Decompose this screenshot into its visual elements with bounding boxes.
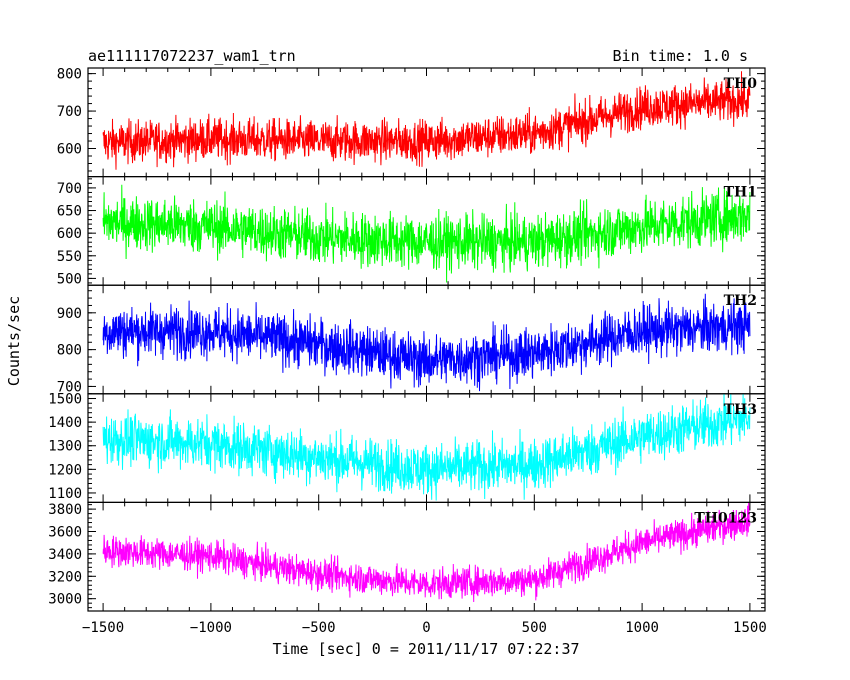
y-tick-label: 650	[57, 204, 82, 220]
series-line-th0	[102, 71, 751, 170]
panel-th1: 500 550 600 650 700 TH1	[57, 176, 766, 287]
panels-group: 600 700 800 TH0 500 550 600 650 700 TH1 700 800 900 T…	[48, 67, 766, 636]
y-tick-label: 600	[57, 226, 82, 242]
y-tick-label: 800	[57, 343, 82, 359]
y-tick-label: 3000	[48, 592, 82, 608]
panel-th3: 1100 1200 1300 1400 1500 TH3	[48, 392, 766, 503]
y-tick-label: 700	[57, 379, 82, 395]
panel-th2: 700 800 900 TH2	[57, 284, 766, 395]
x-tick-label: 500	[522, 620, 547, 636]
panel-label: TH1	[724, 185, 757, 201]
x-tick-label: −1000	[190, 620, 232, 636]
y-tick-label: 1400	[48, 415, 82, 431]
y-tick-label: 3200	[48, 569, 82, 585]
y-tick-label: 900	[57, 306, 82, 322]
x-tick-label: 1500	[733, 620, 767, 636]
y-tick-label: 500	[57, 271, 82, 287]
y-axis-label: Counts/sec	[5, 296, 23, 386]
y-tick-label: 3800	[48, 502, 82, 518]
panel-label: TH0123	[694, 510, 757, 526]
figure-title: ae111117072237_wam1_trn	[88, 47, 296, 65]
x-tick-label: −500	[302, 620, 336, 636]
y-tick-label: 550	[57, 249, 82, 265]
x-tick-label: 0	[422, 620, 430, 636]
y-tick-label: 700	[57, 181, 82, 197]
x-tick-label: 1000	[625, 620, 659, 636]
panel-label: TH3	[724, 402, 757, 418]
series-line-th2	[102, 293, 751, 392]
series-line-th0123	[102, 502, 751, 603]
y-tick-label: 1300	[48, 439, 82, 455]
x-axis-label: Time [sec] 0 = 2011/11/17 07:22:37	[272, 640, 579, 658]
y-tick-label: 1500	[48, 392, 82, 408]
panel-label: TH2	[724, 293, 757, 309]
bin-time-label: Bin time: 1.0 s	[613, 47, 748, 65]
y-tick-label: 800	[57, 67, 82, 83]
y-tick-label: 700	[57, 104, 82, 120]
panel-label: TH0	[724, 76, 758, 92]
series-line-th3	[102, 393, 751, 501]
y-tick-label: 3400	[48, 547, 82, 563]
y-tick-label: 1100	[48, 486, 82, 502]
y-tick-label: 600	[57, 142, 82, 158]
panel-th0123: 3000 3200 3400 3600 3800 TH0123	[48, 501, 766, 612]
series-line-th1	[102, 184, 751, 283]
y-tick-label: 1200	[48, 462, 82, 478]
panel-th0: 600 700 800 TH0	[57, 67, 766, 178]
x-tick-label: −1500	[82, 620, 124, 636]
y-tick-label: 3600	[48, 525, 82, 541]
